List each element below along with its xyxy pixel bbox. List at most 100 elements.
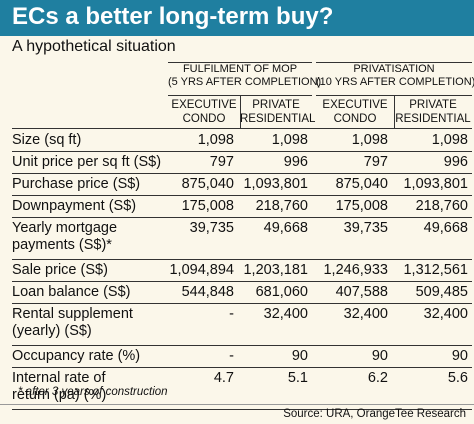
table-row: Rental supplement (yearly) (S$) - 32,400 32,… (0, 305, 474, 345)
footer-divider (0, 404, 474, 405)
rule-column-divider (240, 95, 241, 129)
rule-column-divider (394, 95, 395, 129)
group-header-mop: FULFILMENT OF MOP (5 YRS AFTER COMPLETIO… (168, 63, 322, 93)
table-cell: 39,735 (343, 220, 388, 236)
table-row: Purchase price (S$) 875,040 1,093,801 875,0… (0, 175, 474, 195)
table-cell: 544,848 (181, 284, 234, 300)
row-divider (12, 281, 472, 282)
table-row: Internal rate of return (pa) (%) 4.7 5.1 6.2… (0, 369, 474, 409)
table-cell: 1,098 (351, 132, 388, 148)
table-cell: 681,060 (255, 284, 308, 300)
table-cell: 1,098 (431, 132, 468, 148)
row-label-line: (yearly) (S$) (12, 323, 92, 339)
column-header-line: CONDO (333, 113, 377, 125)
table-cell: 875,040 (181, 176, 234, 192)
column-header-line: PRIVATE (252, 99, 300, 111)
table-cell: 49,668 (423, 220, 468, 236)
table-cell: 1,093,801 (243, 176, 308, 192)
row-divider (12, 409, 472, 410)
column-header-private-privatisation: PRIVATE RESIDENTIAL (394, 98, 472, 128)
table-cell: 4.7 (213, 370, 234, 386)
row-label-line: Size (sq ft) (12, 132, 82, 148)
column-header-private-mop: PRIVATE RESIDENTIAL (240, 98, 316, 128)
table-cell: 218,760 (255, 198, 308, 214)
row-label-line: Internal rate of (12, 370, 106, 386)
group-header-line: FULFILMENT OF MOP (182, 63, 298, 75)
column-header-line: CONDO (182, 113, 226, 125)
row-label-line: Downpayment (S$) (12, 198, 137, 214)
table-cell: 1,098 (197, 132, 234, 148)
table-cell: 6.2 (367, 370, 388, 386)
row-label: Unit price per sq ft (S$) (12, 154, 172, 171)
column-header-ec-mop: EXECUTIVE CONDO (168, 98, 240, 128)
table-cell: 1,312,561 (403, 262, 468, 278)
row-label-line: Purchase price (S$) (12, 176, 141, 192)
table-row: Occupancy rate (%) - 90 90 90 (0, 347, 474, 367)
table-cell: - (229, 348, 234, 364)
table-cell: 1,093,801 (403, 176, 468, 192)
row-divider (12, 259, 472, 260)
row-label-line: Loan balance (S$) (12, 284, 131, 300)
group-header-line: (10 YRS AFTER COMPLETION) (316, 76, 474, 88)
row-label: Sale price (S$) (12, 262, 172, 279)
rule-header-bottom (12, 128, 472, 129)
column-header-ec-privatisation: EXECUTIVE CONDO (316, 98, 394, 128)
row-label-line: Unit price per sq ft (S$) (12, 154, 162, 170)
table-cell: 1,203,181 (243, 262, 308, 278)
table-cell: 509,485 (415, 284, 468, 300)
row-label: Internal rate of return (pa) (%) (12, 370, 172, 404)
table-cell: 39,735 (189, 220, 234, 236)
row-divider (12, 345, 472, 346)
table-cell: 218,760 (415, 198, 468, 214)
row-divider (12, 173, 472, 174)
table-cell: - (229, 306, 234, 322)
row-divider (12, 303, 472, 304)
row-label-line: Sale price (S$) (12, 262, 108, 278)
column-header-line: EXECUTIVE (171, 99, 237, 111)
table-row: Size (sq ft) 1,098 1,098 1,098 1,098 (0, 131, 474, 151)
page-title: ECs a better long-term buy? (12, 3, 334, 30)
column-header-line: PRIVATE (409, 99, 457, 111)
row-label-line: Rental supplement (12, 306, 133, 322)
row-label-line: Yearly mortgage (12, 220, 118, 236)
table-cell: 1,094,894 (169, 262, 234, 278)
row-label: Downpayment (S$) (12, 198, 172, 215)
row-label-line: return (pa) (%) (12, 387, 107, 403)
table-cell: 49,668 (263, 220, 308, 236)
row-divider (12, 195, 472, 196)
table-cell: 90 (371, 348, 388, 364)
row-label: Size (sq ft) (12, 132, 172, 149)
column-header-line: RESIDENTIAL (240, 113, 316, 125)
title-bar (0, 0, 474, 36)
table-cell: 175,008 (181, 198, 234, 214)
row-label-line: Occupancy rate (%) (12, 348, 141, 364)
row-label: Loan balance (S$) (12, 284, 172, 301)
table-cell: 996 (443, 154, 468, 170)
group-header-line: PRIVATISATION (353, 63, 435, 75)
row-label-line: payments (S$)* (12, 237, 112, 253)
row-label: Occupancy rate (%) (12, 348, 172, 365)
table-cell: 90 (451, 348, 468, 364)
table-cell: 1,246,933 (323, 262, 388, 278)
rule-group-top (316, 62, 472, 63)
table-cell: 90 (291, 348, 308, 364)
table-row: Yearly mortgage payments (S$)* 39,735 49,66… (0, 219, 474, 259)
rule-group-top (168, 62, 312, 63)
table-cell: 1,098 (271, 132, 308, 148)
table-cell: 875,040 (335, 176, 388, 192)
group-header-line: (5 YRS AFTER COMPLETION) (168, 76, 322, 88)
table-cell: 32,400 (263, 306, 308, 322)
footnote: * after 3 years of construction (18, 386, 168, 398)
source-credit: Source: URA, OrangeTee Research (283, 408, 466, 420)
table-cell: 5.6 (447, 370, 468, 386)
table-cell: 5.1 (287, 370, 308, 386)
table-cell: 32,400 (343, 306, 388, 322)
page-subtitle: A hypothetical situation (12, 38, 176, 55)
table-cell: 996 (283, 154, 308, 170)
row-label: Purchase price (S$) (12, 176, 172, 193)
row-divider (12, 217, 472, 218)
table-row: Loan balance (S$) 544,848 681,060 407,588 50… (0, 283, 474, 303)
table-row: Sale price (S$) 1,094,894 1,203,181 1,246,9… (0, 261, 474, 281)
table-cell: 797 (363, 154, 388, 170)
column-header-line: RESIDENTIAL (395, 113, 471, 125)
